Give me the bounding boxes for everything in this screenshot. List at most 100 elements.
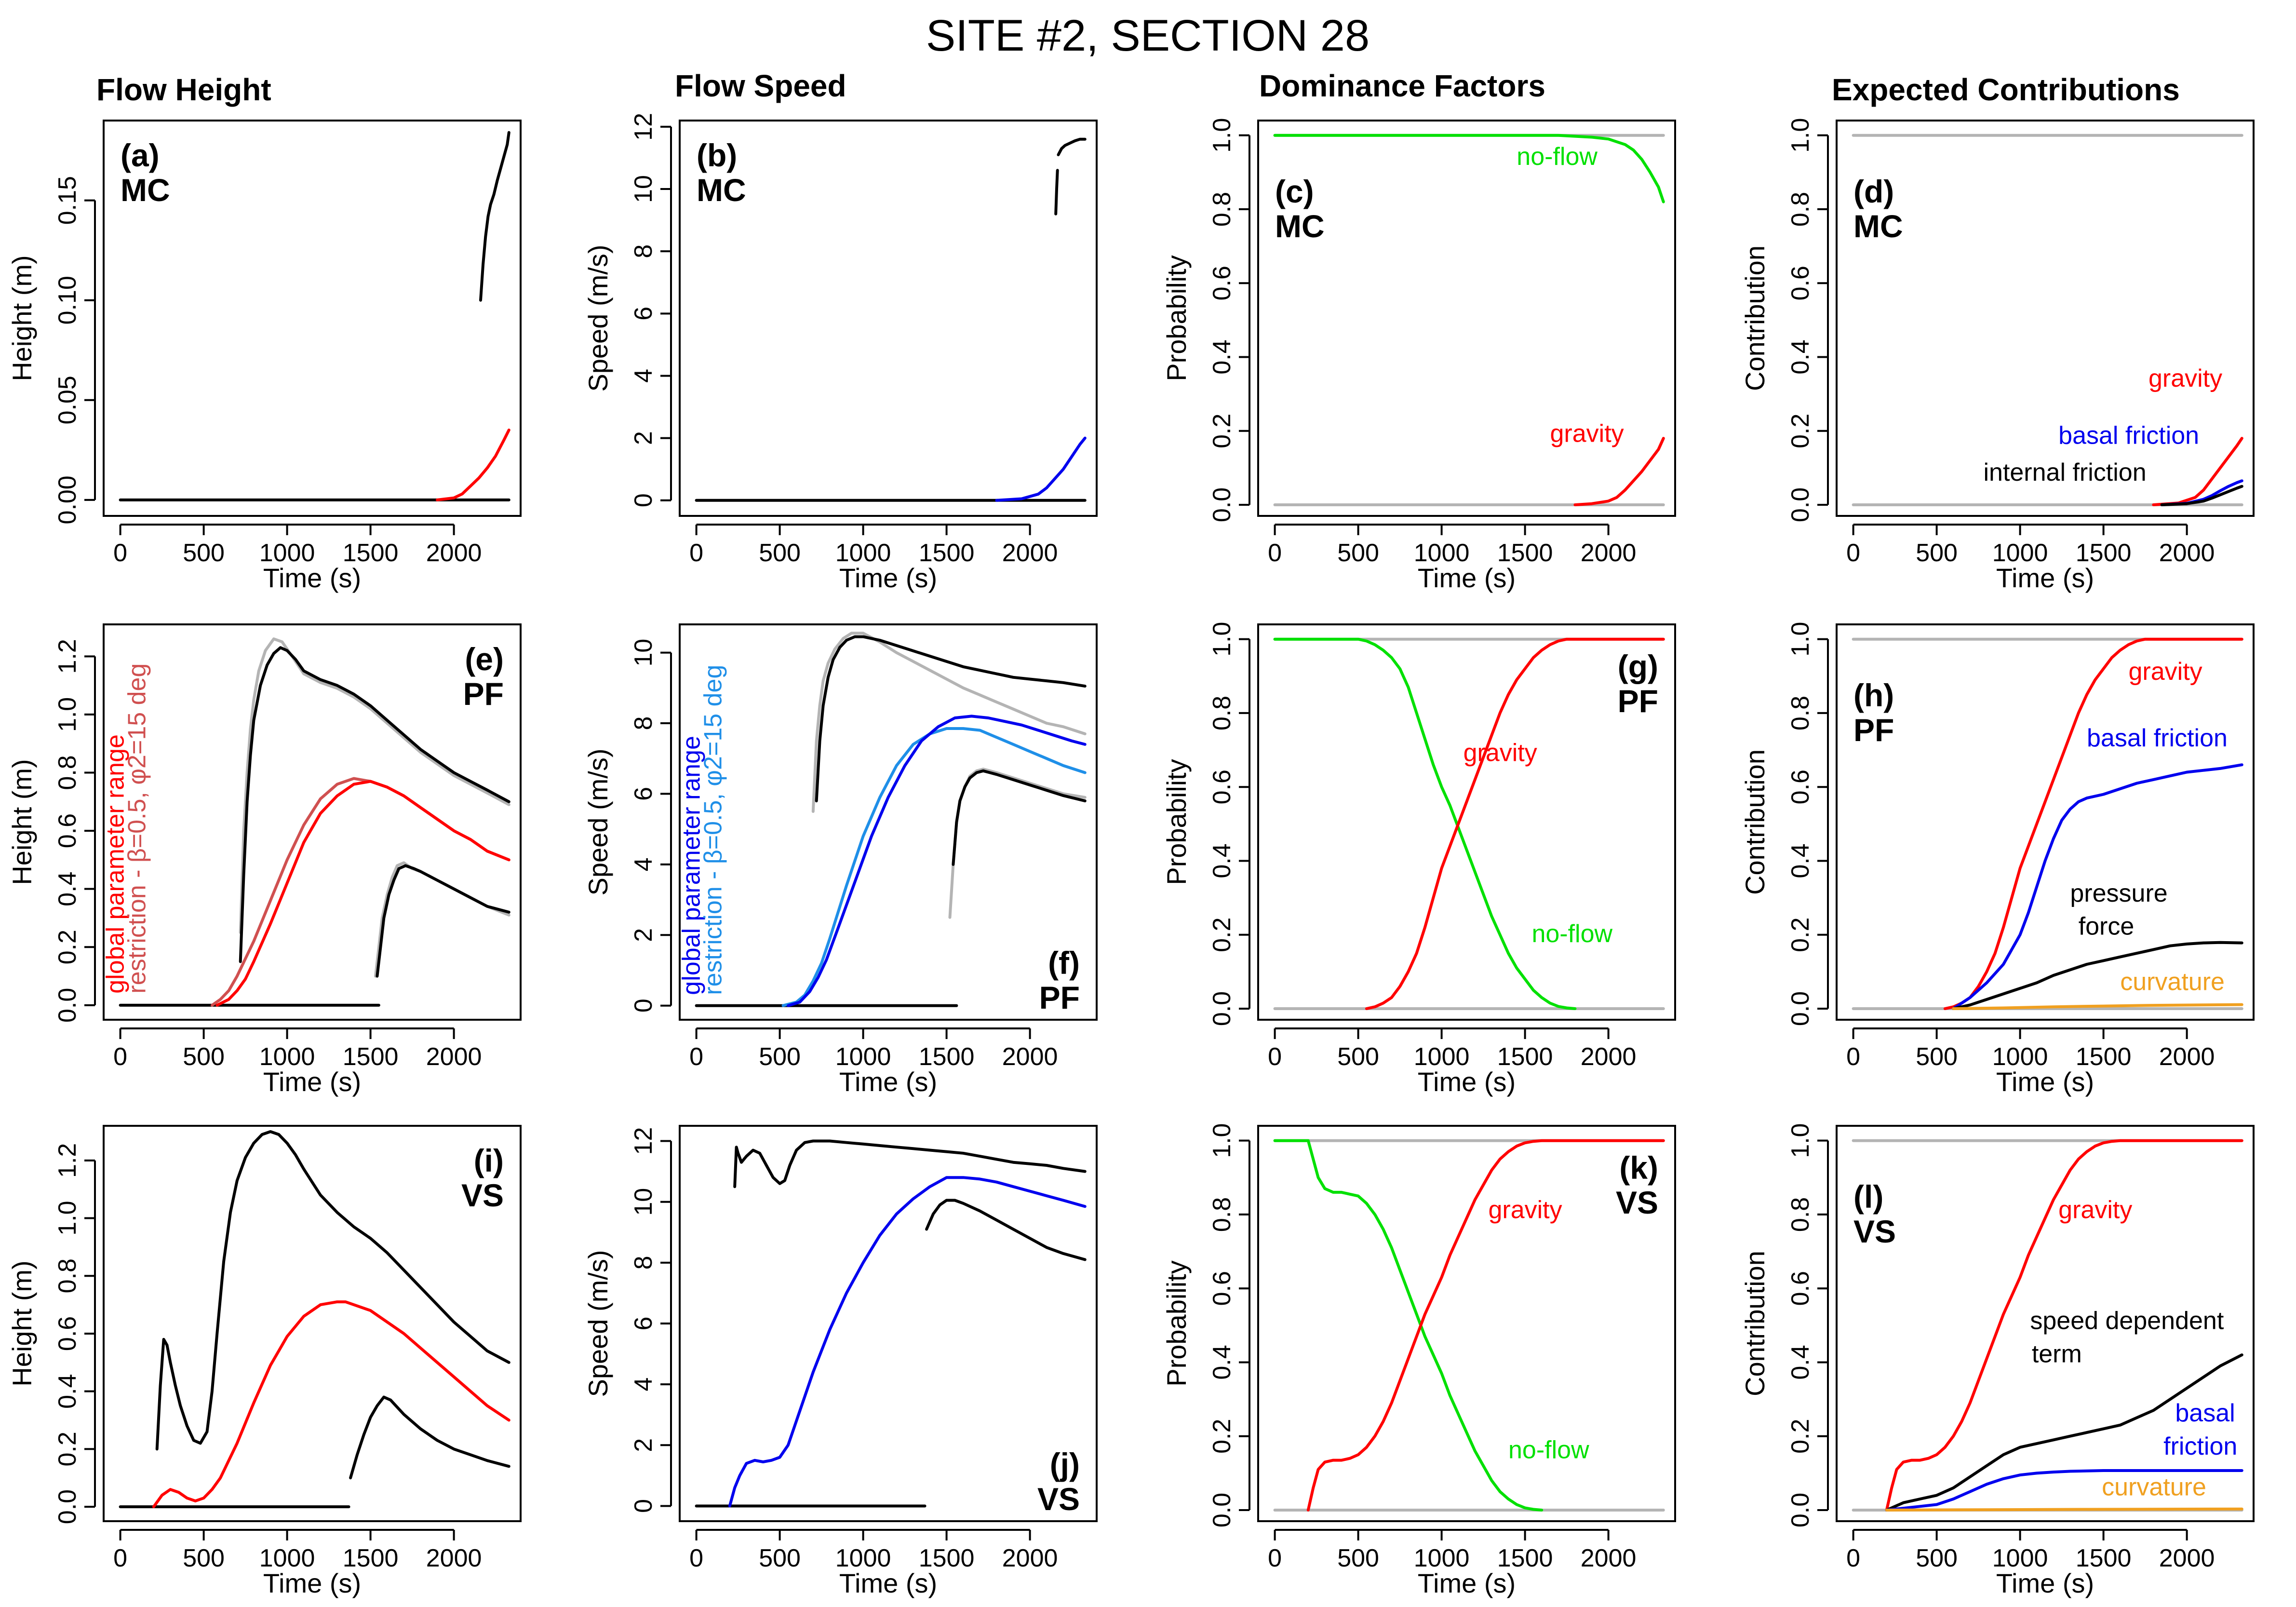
- panel-label: MC: [697, 172, 746, 208]
- panel-g-frame: [1257, 623, 1676, 1021]
- panel-f: 0 500 1000 1500 2000 Time (s) 0 2 4 6 8 10 Speed (m/…: [583, 623, 1098, 1097]
- series-restriction-0-5-2-15-deg: [781, 727, 1087, 1007]
- annotation-label: basal: [2175, 1399, 2235, 1427]
- panel-l: 0 500 1000 1500 2000 Time (s) 0.0 0.2 0.4 0.6 0.8 1…: [1740, 1123, 2255, 1598]
- panel-b: 0 500 1000 1500 2000 Time (s) 0 2 4 6 8 10 12 Speed (…: [583, 113, 1098, 593]
- x-tick-label: 2000: [426, 1544, 482, 1572]
- column-title-flow-height: Flow Height: [96, 72, 271, 107]
- x-axis-label: Time (s): [1418, 563, 1516, 593]
- series-basal-friction: [1885, 1469, 2243, 1512]
- series-mc-points: [479, 131, 510, 302]
- x-tick-label: 2000: [2159, 1544, 2215, 1572]
- y-tick-label: 0.2: [1208, 918, 1236, 952]
- annotation-label: friction: [2163, 1432, 2237, 1460]
- x-tick-label: 500: [1916, 1544, 1958, 1572]
- x-axis-label: Time (s): [263, 563, 361, 593]
- panel-h: 0 500 1000 1500 2000 Time (s) 0.0 0.2 0.4 0.6 0.8 1…: [1740, 622, 2255, 1097]
- panel-label: (j): [1050, 1446, 1080, 1482]
- series-upper: [733, 1139, 1087, 1188]
- y-tick-label: 10: [630, 175, 658, 203]
- y-axis-label: Probability: [1161, 759, 1192, 885]
- series-curvature: [1885, 1507, 2243, 1512]
- y-tick-label: 0.6: [1208, 1271, 1236, 1306]
- panel-f-frame: [679, 623, 1098, 1021]
- column-title-dominance-factors: Dominance Factors: [1259, 68, 1545, 103]
- y-tick-label: 0.0: [1208, 1493, 1236, 1527]
- x-tick-label: 1500: [919, 1043, 975, 1071]
- series-internal-friction: [2160, 485, 2243, 506]
- y-tick-label: 0: [630, 493, 658, 507]
- y-tick-label: 1.2: [54, 1143, 81, 1178]
- y-tick-label: 0.05: [54, 376, 81, 424]
- x-tick-label: 500: [1337, 539, 1379, 567]
- x-axis-label: Time (s): [1996, 563, 2094, 593]
- y-tick-label: 8: [630, 716, 658, 730]
- x-tick-label: 1000: [1992, 539, 2048, 567]
- y-tick-label: 8: [630, 1256, 658, 1269]
- annotation-label: gravity: [2058, 1196, 2132, 1224]
- y-axis-label: Height (m): [7, 255, 37, 381]
- x-tick-label: 500: [759, 1544, 801, 1572]
- panel-label: VS: [1853, 1214, 1896, 1249]
- column-title-expected-contributions: Expected Contributions: [1832, 72, 2180, 107]
- y-tick-label: 0.2: [1208, 414, 1236, 448]
- x-tick-label: 2000: [1002, 539, 1058, 567]
- series-gravity: [1943, 637, 2243, 1010]
- x-tick-label: 0: [1268, 1043, 1282, 1071]
- annotation-label: restriction - β=0.5, φ2=15 deg: [123, 663, 151, 994]
- y-tick-label: 0.8: [1208, 696, 1236, 730]
- panel-e-frame: [103, 623, 522, 1021]
- y-tick-label: 0.4: [1786, 339, 1814, 374]
- x-tick-label: 1500: [1497, 539, 1553, 567]
- x-tick-label: 2000: [2159, 1043, 2215, 1071]
- panel-h-frame: [1836, 623, 2255, 1021]
- series-speed: [995, 436, 1087, 502]
- panel-j: 0 500 1000 1500 2000 Time (s) 0 2 4 6 8 10 12 Speed (…: [583, 1125, 1098, 1598]
- x-axis-label: Time (s): [1418, 1067, 1516, 1097]
- panel-label: (e): [465, 641, 504, 677]
- series-global-parameter-range: [786, 715, 1087, 1007]
- series-lower: [349, 1395, 510, 1480]
- series-restricted-upper: [811, 632, 1087, 813]
- x-tick-label: 500: [759, 1043, 801, 1071]
- panel-c: 0 500 1000 1500 2000 Time (s) 0.0 0.2 0.4 0.6 0.8 1…: [1161, 118, 1676, 593]
- y-tick-label: 0.10: [54, 276, 81, 324]
- panel-i: 0 500 1000 1500 2000 Time (s) 0.0 0.2 0.4 0.6 0.8 1…: [7, 1125, 522, 1598]
- series-no-flow: [1273, 134, 1665, 203]
- y-tick-label: 0: [630, 1499, 658, 1513]
- y-tick-label: 0.0: [54, 988, 81, 1023]
- x-tick-label: 2000: [1581, 539, 1637, 567]
- y-tick-label: 1.0: [1208, 1123, 1236, 1158]
- series-restricted-upper: [239, 637, 510, 934]
- series-basal-friction: [1952, 763, 2243, 1010]
- y-tick-label: 0.4: [1786, 843, 1814, 878]
- x-tick-label: 2000: [426, 539, 482, 567]
- x-tick-label: 0: [689, 539, 703, 567]
- y-tick-label: 12: [630, 1127, 658, 1155]
- annotation-label: gravity: [1550, 420, 1624, 448]
- y-tick-label: 4: [630, 1377, 658, 1391]
- series-gravity: [1365, 637, 1665, 1010]
- y-axis-label: Speed (m/s): [583, 1250, 613, 1397]
- x-tick-label: 500: [183, 1043, 225, 1071]
- y-tick-label: 0.4: [1208, 1345, 1236, 1379]
- panel-label: (k): [1619, 1150, 1658, 1186]
- x-tick-label: 1500: [1497, 1544, 1553, 1572]
- panel-label: (i): [474, 1143, 504, 1178]
- x-tick-label: 1500: [343, 539, 399, 567]
- y-tick-label: 6: [630, 787, 658, 801]
- panel-label: MC: [121, 172, 170, 208]
- y-tick-label: 1.0: [54, 697, 81, 732]
- y-tick-label: 1.0: [1208, 118, 1236, 153]
- x-tick-label: 2000: [1002, 1544, 1058, 1572]
- x-tick-label: 2000: [1581, 1544, 1637, 1572]
- y-tick-label: 0.6: [1786, 266, 1814, 300]
- x-tick-label: 1000: [1992, 1544, 2048, 1572]
- x-tick-label: 1000: [259, 539, 315, 567]
- y-tick-label: 0.8: [54, 755, 81, 790]
- series-global-upper: [815, 635, 1087, 803]
- series-mean: [152, 1300, 510, 1509]
- x-tick-label: 0: [689, 1043, 703, 1071]
- y-tick-label: 0.4: [1208, 843, 1236, 878]
- panel-label: PF: [1618, 683, 1658, 719]
